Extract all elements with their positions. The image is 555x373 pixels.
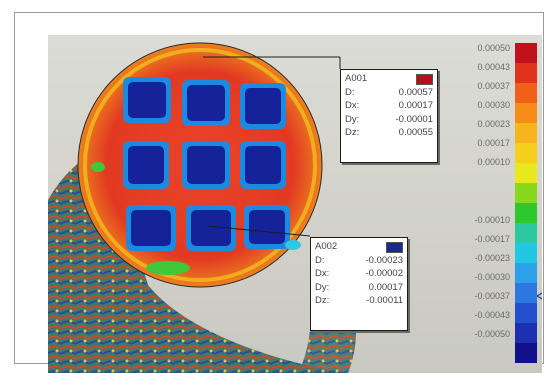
probe-callout-a002[interactable]: A002 D: -0.00023 Dx: -0.00002 Dy: 0.00017 D… [310,237,408,331]
legend-label: -0.00010 [474,215,510,225]
probe-field-label: Dy: [315,281,330,293]
legend-label: -0.00037 [474,291,510,301]
probe-field-label: D: [345,86,355,98]
color-segment [515,103,537,123]
probe-callout-a001[interactable]: A001 D: 0.00057 Dx: 0.00017 Dy: -0.00001 Dz… [340,69,438,163]
color-scale-bar [515,43,537,363]
color-segment [515,163,537,183]
pointer-arrow-icon [537,292,542,300]
legend-label: 0.00017 [477,138,510,148]
probe-field-value: -0.00002 [365,268,403,279]
probe-field-value: 0.00055 [398,127,433,138]
color-segment [515,203,537,223]
probe-name: A001 [345,73,368,84]
probe-name: A002 [315,241,338,252]
probe-field-value: 0.00057 [398,86,433,98]
color-segment [515,83,537,103]
legend-label: 0.00010 [477,157,510,167]
probe-color-swatch [386,242,403,253]
color-segment [515,223,537,243]
probe-field-label: D: [315,254,325,266]
probe-field-label: Dx: [315,268,330,279]
color-segment [515,323,537,343]
probe-field-value: 0.00017 [398,100,433,111]
legend-label: 0.00030 [477,100,510,110]
probe-color-swatch [416,74,433,85]
color-segment [515,183,537,203]
legend-label: -0.00030 [474,272,510,282]
probe-field-label: Dz: [315,295,330,306]
legend-label: 0.00023 [477,119,510,129]
figure-frame: A001 D: 0.00057 Dx: 0.00017 Dy: -0.00001 Dz… [14,12,544,373]
probe-field-value: -0.00023 [365,254,403,266]
color-segment [515,243,537,263]
legend-label: -0.00017 [474,234,510,244]
probe-field-value: -0.00011 [366,295,403,306]
probe-field-label: Dy: [345,113,360,125]
color-segment [515,343,537,363]
legend-label: 0.00043 [477,62,510,72]
color-segment [515,143,537,163]
color-segment [515,263,537,283]
legend-label: -0.00023 [474,253,510,263]
deformation-scene: A001 D: 0.00057 Dx: 0.00017 Dy: -0.00001 Dz… [48,35,542,373]
deformation-plot [48,42,356,373]
color-segment [515,123,537,143]
probe-field-label: Dz: [345,127,360,138]
probe-field-value: -0.00001 [395,113,433,125]
low-displacement-regions [91,77,301,275]
color-segment [515,303,537,323]
legend-label: -0.00050 [474,329,510,339]
color-segment [515,43,537,63]
color-segment [515,63,537,83]
legend-label: 0.00037 [477,81,510,91]
color-segment [515,283,537,303]
legend-label: 0.00050 [477,43,510,53]
legend-label: -0.00043 [474,310,510,320]
probe-field-label: Dx: [345,100,360,111]
probe-field-value: 0.00017 [368,281,403,293]
